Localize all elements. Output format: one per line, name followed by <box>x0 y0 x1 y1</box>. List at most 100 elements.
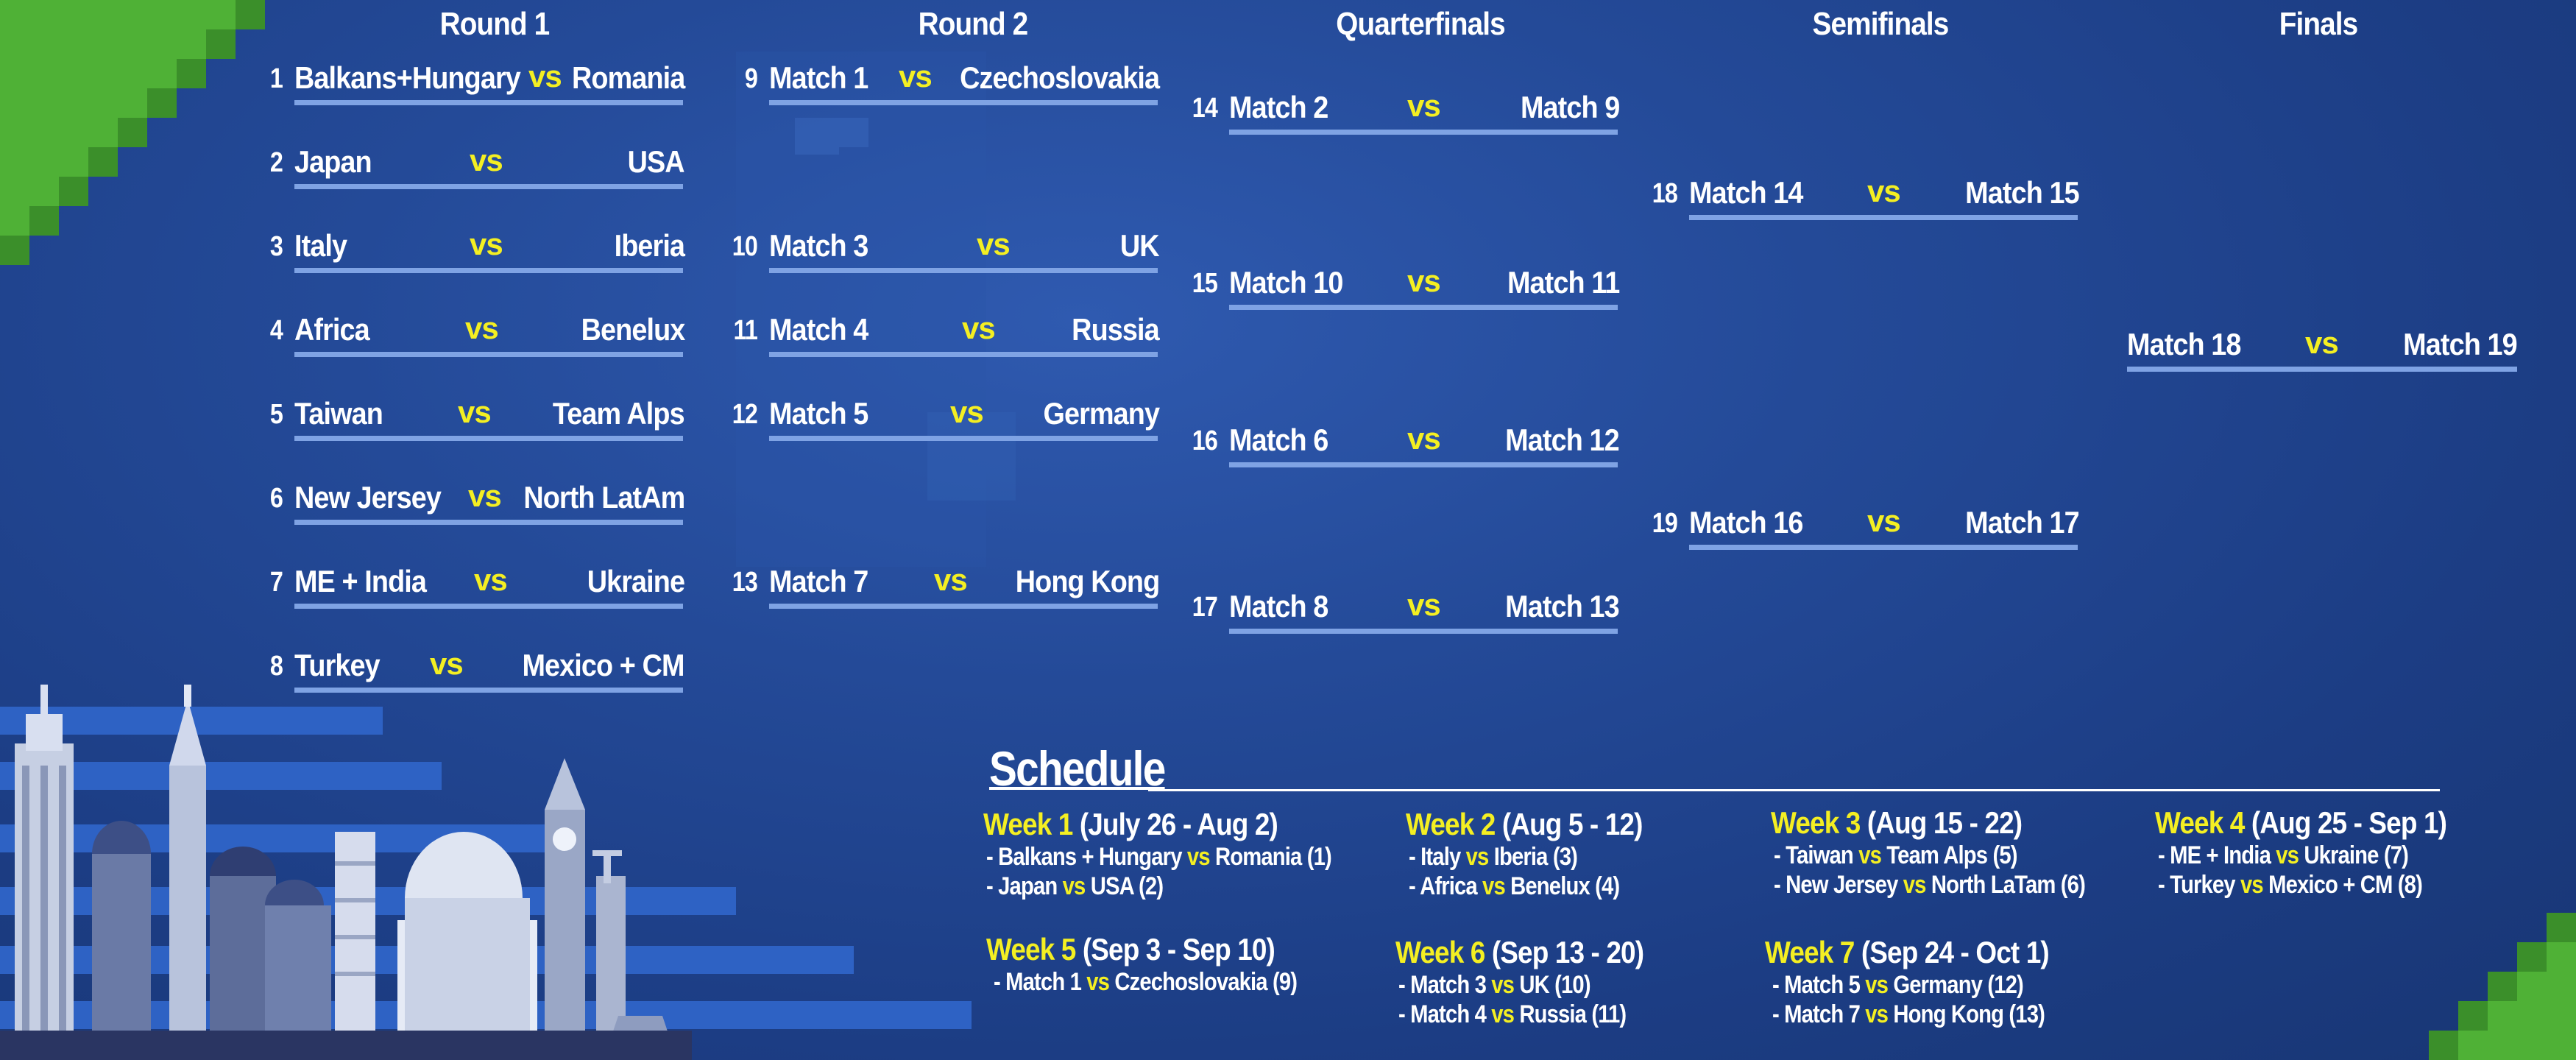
header-finals: Finals <box>2279 6 2358 42</box>
match-13: 13 Match 7 vs Hong Kong <box>725 562 1160 609</box>
bracket-line <box>769 604 1158 609</box>
match-4: 4 Africa vs Benelux <box>250 311 685 357</box>
vs-label: vs <box>950 395 984 429</box>
week-dates: (Aug 25 - Sep 1) <box>2251 805 2447 840</box>
schedule-match: - Match 1 vs Czechoslovakia (9) <box>994 968 1298 996</box>
match-final: Match 18 vs Match 19 <box>2083 325 2518 372</box>
match-number: 19 <box>1652 508 1678 539</box>
week-dates: (Sep 3 - Sep 10) <box>1082 932 1275 967</box>
vs-label: vs <box>1407 587 1441 622</box>
team-1: Match 16 <box>1689 505 1803 540</box>
match-1: 1 Balkans+Hungary vs Romania <box>250 59 685 105</box>
schedule-match: - Italy vs Iberia (3) <box>1409 843 1578 871</box>
team-2: USA <box>627 144 685 179</box>
match-number: 1 <box>269 63 283 94</box>
vs-label: vs <box>474 562 508 597</box>
match-number: 6 <box>269 483 283 514</box>
team-1: Match 18 <box>2127 327 2241 361</box>
bracket-line <box>294 604 683 609</box>
match-number: 13 <box>732 567 758 598</box>
vs-label: vs <box>528 59 562 93</box>
bracket-line <box>1229 462 1618 467</box>
schedule-match: - Taiwan vs Team Alps (5) <box>1774 841 2017 869</box>
vs-label: vs <box>430 646 464 681</box>
match-11: 11 Match 4 vs Russia <box>725 311 1160 357</box>
team-2: Match 19 <box>2403 327 2517 361</box>
vs-label: vs <box>465 311 499 345</box>
schedule-match: - Turkey vs Mexico + CM (8) <box>2158 871 2423 899</box>
week-dates: (Aug 5 - 12) <box>1501 807 1643 841</box>
team-1: ME + India <box>294 564 427 598</box>
match-6: 6 New Jersey vs North LatAm <box>250 478 685 525</box>
match-9: 9 Match 1 vs Czechoslovakia <box>725 59 1160 105</box>
corner-pixel-bottom-right <box>2429 905 2576 1060</box>
week-dates: (July 26 - Aug 2) <box>1079 807 1278 841</box>
team-2: Match 15 <box>1965 175 2079 210</box>
bracket-line <box>1229 305 1618 310</box>
team-2: Match 11 <box>1507 265 1620 300</box>
match-number: 9 <box>744 63 758 94</box>
vs-label: vs <box>1407 88 1441 123</box>
team-2: Czechoslovakia <box>959 60 1160 95</box>
vs-label: vs <box>458 395 492 429</box>
team-2: Romania <box>571 60 685 95</box>
week-label: Week 6 <box>1395 935 1485 969</box>
schedule-divider <box>1148 789 2440 791</box>
match-number: 18 <box>1652 178 1678 209</box>
team-1: Match 2 <box>1229 90 1328 124</box>
bracket-line <box>769 352 1158 357</box>
header-round1: Round 1 <box>439 6 551 42</box>
week-2: Week 2 (Aug 5 - 12) - Italy vs Iberia (3… <box>1406 807 1674 901</box>
match-number: 4 <box>269 315 283 346</box>
bracket-line <box>1229 629 1618 634</box>
header-quarterfinals: Quarterfinals <box>1336 6 1505 42</box>
team-1: New Jersey <box>294 480 442 515</box>
team-2: UK <box>1120 228 1160 263</box>
team-2: Germany <box>1043 396 1159 431</box>
team-1: Italy <box>294 228 347 263</box>
match-3: 3 Italy vs Iberia <box>250 227 685 273</box>
team-1: Match 14 <box>1689 175 1803 210</box>
match-14: 14 Match 2 vs Match 9 <box>1185 88 1620 135</box>
match-10: 10 Match 3 vs UK <box>725 227 1160 273</box>
team-1: Balkans+Hungary <box>294 60 521 95</box>
match-number: 14 <box>1192 93 1218 124</box>
schedule-match: - ME + India vs Ukraine (7) <box>2158 841 2409 869</box>
match-number: 16 <box>1192 425 1218 456</box>
team-2: Match 13 <box>1505 589 1619 623</box>
vs-label: vs <box>934 562 968 597</box>
vs-label: vs <box>1407 421 1441 456</box>
match-2: 2 Japan vs USA <box>250 143 685 189</box>
schedule-match: - Match 4 vs Russia (11) <box>1398 1000 1627 1028</box>
bracket-line <box>1689 215 2078 220</box>
vs-label: vs <box>470 227 503 261</box>
bracket-line <box>294 268 683 273</box>
match-18: 18 Match 14 vs Match 15 <box>1645 174 2080 220</box>
vs-label: vs <box>2305 325 2339 360</box>
match-15: 15 Match 10 vs Match 11 <box>1185 264 1620 310</box>
bracket-line <box>769 100 1158 105</box>
landmarks-skyline-illustration <box>0 685 692 1060</box>
week-label: Week 1 <box>983 807 1073 841</box>
week-3: Week 3 (Aug 15 - 22) - Taiwan vs Team Al… <box>1771 805 2136 900</box>
match-7: 7 ME + India vs Ukraine <box>250 562 685 609</box>
match-number: 5 <box>269 399 283 430</box>
week-label: Week 2 <box>1406 807 1496 841</box>
schedule-match: - Japan vs USA (2) <box>986 872 1164 900</box>
match-5: 5 Taiwan vs Team Alps <box>250 395 685 441</box>
team-1: Match 4 <box>769 312 868 347</box>
vs-label: vs <box>899 59 933 93</box>
bracket-line <box>294 520 683 525</box>
team-1: Match 1 <box>769 60 868 95</box>
team-2: Benelux <box>581 312 685 347</box>
vs-label: vs <box>1867 504 1901 538</box>
match-19: 19 Match 16 vs Match 17 <box>1645 504 2080 550</box>
team-1: Match 7 <box>769 564 868 598</box>
bracket-line <box>294 352 683 357</box>
week-label: Week 4 <box>2155 805 2245 840</box>
team-2: Russia <box>1072 312 1159 347</box>
week-label: Week 7 <box>1765 935 1855 969</box>
team-2: Match 17 <box>1965 505 2079 540</box>
team-2: Match 9 <box>1520 90 1620 124</box>
match-number: 17 <box>1192 592 1218 623</box>
